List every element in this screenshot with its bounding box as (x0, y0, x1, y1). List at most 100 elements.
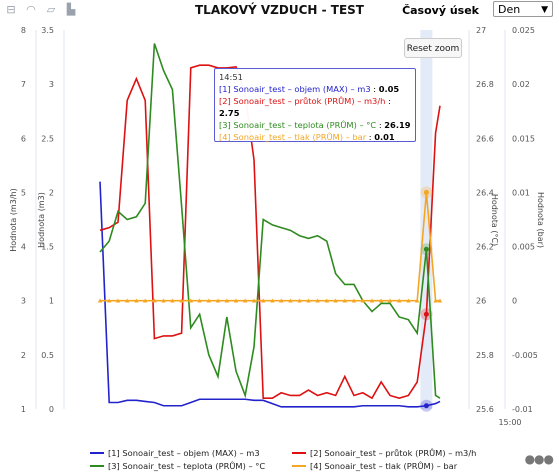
tooltip-row-2: [2] Sonoair_test – průtok (PRŮM) – m3/h … (219, 96, 391, 118)
tooltip-time: 14:51 (219, 72, 243, 82)
data-point (387, 298, 393, 303)
tick-label-flow: 1 (21, 405, 26, 414)
period-label: Časový úsek (402, 4, 479, 17)
tick-label-temperature: 26.8 (476, 80, 494, 89)
x-tick-label: 15:00 (498, 418, 521, 427)
measure-icon[interactable]: ⊟ (6, 3, 16, 16)
tick-label-flow: 8 (21, 26, 26, 35)
data-point (188, 298, 193, 303)
data-point (115, 298, 121, 303)
legend-swatch (90, 452, 104, 454)
data-point (125, 298, 130, 303)
tick-label-flow: 6 (21, 134, 26, 143)
data-point (161, 298, 166, 303)
tooltip-value: 2.75 (219, 108, 240, 118)
hover-point (423, 403, 429, 409)
tick-label-volume: 3 (49, 80, 54, 89)
data-point (315, 298, 320, 303)
legend-item-flow[interactable]: [2] Sonoair_test – průtok (PRŮM) – m3/h (292, 448, 476, 458)
more-dots-icon[interactable]: ●●● (524, 452, 554, 466)
legend-label: [4] Sonoair_test – tlak (PRŮM) – bar (310, 461, 458, 471)
series-line (99, 43, 441, 399)
tick-label-temperature: 25.6 (476, 405, 494, 414)
data-point (415, 298, 420, 303)
tooltip-series-name: [1] Sonoair_test – objem (MAX) – m3 (219, 84, 371, 94)
tick-label-volume: 2 (49, 188, 54, 197)
tick-label-volume: 3.5 (41, 26, 54, 35)
tick-label-flow: 4 (21, 243, 26, 252)
tooltip-row-4: [4] Sonoair_test – tlak (PRŮM) – bar : 0… (219, 132, 395, 142)
tick-label-pressure: 0.01 (512, 188, 530, 197)
axis-title-volume: Hodnota (m3) (37, 192, 46, 248)
series-4 (97, 186, 443, 303)
tooltip-series-name: [2] Sonoair_test – průtok (PRŮM) – m3/h (219, 96, 386, 106)
data-point (233, 298, 239, 303)
tick-label-pressure: 0.025 (512, 26, 535, 35)
data-point (333, 298, 338, 303)
data-point (279, 298, 284, 303)
series-line (99, 181, 441, 408)
period-select[interactable]: Den ▼ (493, 1, 553, 17)
tick-label-volume: 1.5 (41, 243, 54, 252)
legend-item-volume[interactable]: [1] Sonoair_test – objem (MAX) – m3 (90, 448, 260, 458)
tick-label-pressure: 0 (512, 297, 517, 306)
data-point (152, 298, 157, 303)
tick-label-flow: 3 (21, 297, 26, 306)
tick-label-pressure: 0.015 (512, 134, 535, 143)
data-point (297, 298, 302, 303)
series-2 (99, 64, 441, 400)
tooltip-row-1: [1] Sonoair_test – objem (MAX) – m3 : 0.… (219, 84, 400, 94)
tooltip-value: 0.01 (374, 132, 395, 142)
data-point (369, 298, 375, 303)
data-point (197, 298, 202, 303)
wave-icon[interactable]: ◠ (26, 3, 36, 16)
hover-point (423, 311, 429, 317)
legend-swatch (292, 452, 306, 454)
legend-item-pressure[interactable]: [4] Sonoair_test – tlak (PRŮM) – bar (292, 461, 457, 471)
data-point (437, 298, 443, 303)
period-select-value: Den (498, 3, 521, 16)
data-point (143, 298, 148, 303)
data-point (106, 298, 112, 303)
chart-title: TLAKOVÝ VZDUCH - TEST (194, 3, 364, 17)
area-icon[interactable]: ▱ (46, 3, 56, 16)
axis-title-pressure: Hodnota (bar) (536, 192, 545, 248)
data-point (406, 298, 411, 303)
legend-swatch (90, 465, 104, 467)
series-3 (99, 43, 441, 399)
tick-label-flow: 5 (21, 188, 26, 197)
data-point (134, 298, 139, 303)
tick-label-temperature: 26.6 (476, 134, 494, 143)
chart-tooltip: 14:51 [1] Sonoair_test – objem (MAX) – m… (214, 68, 416, 142)
data-point (224, 298, 230, 303)
tick-label-volume: 1 (49, 297, 54, 306)
data-point (342, 298, 347, 303)
axis-title-flow: Hodnota (m3/h) (9, 188, 18, 251)
tooltip-value: 26.19 (384, 120, 411, 130)
series-line (99, 64, 441, 400)
tooltip-value: 0.05 (378, 84, 400, 94)
data-point (97, 298, 103, 303)
data-point (270, 298, 275, 303)
data-point (351, 298, 357, 303)
tooltip-row-3: [3] Sonoair_test – teplota (PRŮM) – °C :… (219, 120, 411, 130)
data-point (397, 298, 402, 303)
tick-label-pressure: -0.005 (512, 351, 538, 360)
legend-item-temperature[interactable]: [3] Sonoair_test – teplota (PRŮM) – °C (90, 461, 265, 471)
data-point (251, 298, 257, 303)
data-point (288, 298, 293, 303)
tick-label-flow: 7 (21, 80, 26, 89)
chevron-down-icon: ▼ (541, 5, 548, 15)
bar-chart-icon[interactable]: ▙ (66, 3, 76, 16)
data-point (170, 298, 175, 303)
reset-zoom-button[interactable]: Reset zoom (404, 38, 462, 58)
tick-label-temperature: 27 (476, 26, 486, 35)
data-point (206, 298, 211, 303)
tick-label-flow: 2 (21, 351, 26, 360)
series-1 (99, 181, 441, 412)
data-point (324, 298, 329, 303)
tick-label-volume: 2.5 (41, 134, 54, 143)
tick-label-temperature: 26.4 (476, 188, 494, 197)
hover-point (423, 246, 429, 252)
